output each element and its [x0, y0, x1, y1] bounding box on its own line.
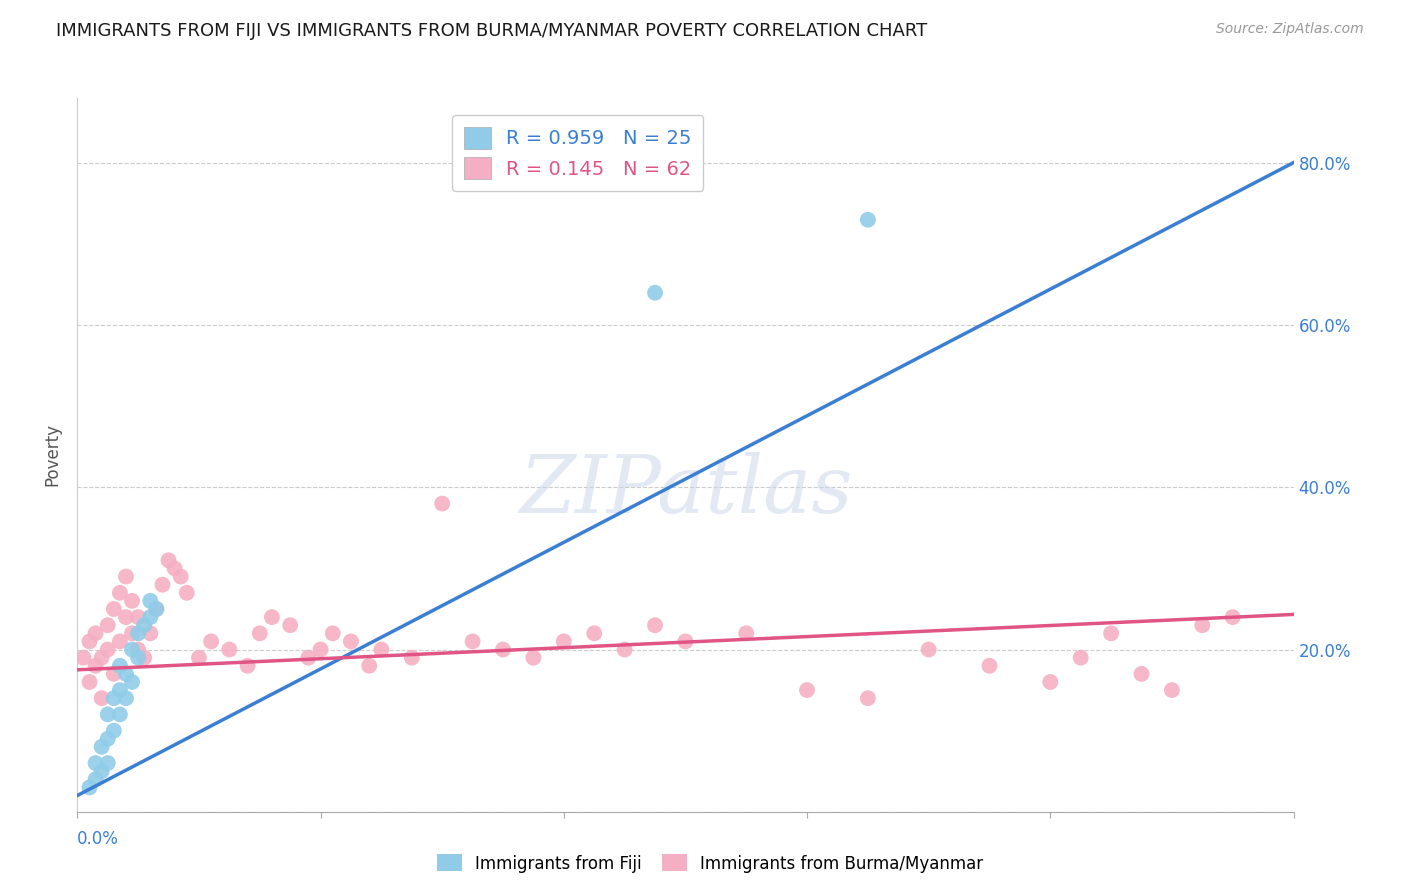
Point	[84, 658, 107, 673]
Point	[115, 666, 138, 681]
Point	[309, 642, 332, 657]
Point	[121, 626, 143, 640]
Point	[90, 764, 112, 779]
Point	[145, 602, 167, 616]
Point	[127, 642, 149, 657]
Point	[1130, 666, 1153, 681]
Point	[370, 642, 392, 657]
Point	[103, 602, 125, 616]
Point	[90, 650, 112, 665]
Point	[461, 634, 484, 648]
Point	[157, 553, 180, 567]
Point	[979, 658, 1001, 673]
Point	[918, 642, 941, 657]
Point	[856, 212, 879, 227]
Point	[322, 626, 344, 640]
Legend: Immigrants from Fiji, Immigrants from Burma/Myanmar: Immigrants from Fiji, Immigrants from Bu…	[430, 847, 990, 880]
Point	[553, 634, 575, 648]
Point	[108, 658, 131, 673]
Point	[1039, 675, 1062, 690]
Point	[127, 626, 149, 640]
Point	[97, 707, 120, 722]
Point	[492, 642, 515, 657]
Point	[1099, 626, 1122, 640]
Point	[108, 683, 131, 698]
Point	[90, 739, 112, 754]
Point	[134, 618, 156, 632]
Point	[115, 691, 138, 706]
Point	[121, 642, 143, 657]
Point	[1222, 610, 1244, 624]
Point	[139, 626, 162, 640]
Text: IMMIGRANTS FROM FIJI VS IMMIGRANTS FROM BURMA/MYANMAR POVERTY CORRELATION CHART: IMMIGRANTS FROM FIJI VS IMMIGRANTS FROM …	[56, 22, 928, 40]
Text: Source: ZipAtlas.com: Source: ZipAtlas.com	[1216, 22, 1364, 37]
Point	[644, 618, 666, 632]
Point	[145, 602, 167, 616]
Point	[1070, 650, 1092, 665]
Point	[97, 731, 120, 746]
Point	[675, 634, 697, 648]
Point	[115, 610, 138, 624]
Point	[856, 691, 879, 706]
Point	[152, 577, 174, 591]
Point	[72, 650, 94, 665]
Point	[108, 586, 131, 600]
Point	[121, 594, 143, 608]
Point	[79, 675, 101, 690]
Point	[108, 707, 131, 722]
Point	[340, 634, 363, 648]
Point	[432, 497, 454, 511]
Point	[79, 780, 101, 795]
Point	[103, 723, 125, 738]
Point	[278, 618, 301, 632]
Point	[121, 675, 143, 690]
Point	[97, 756, 120, 770]
Y-axis label: Poverty: Poverty	[44, 424, 62, 486]
Point	[613, 642, 636, 657]
Point	[84, 772, 107, 787]
Point	[735, 626, 758, 640]
Point	[139, 610, 162, 624]
Point	[176, 586, 198, 600]
Point	[97, 618, 120, 632]
Point	[134, 650, 156, 665]
Point	[1161, 683, 1184, 698]
Point	[1191, 618, 1213, 632]
Point	[188, 650, 211, 665]
Point	[401, 650, 423, 665]
Point	[90, 691, 112, 706]
Point	[79, 634, 101, 648]
Point	[127, 610, 149, 624]
Point	[84, 626, 107, 640]
Text: ZIPatlas: ZIPatlas	[519, 452, 852, 529]
Text: 0.0%: 0.0%	[77, 830, 120, 847]
Point	[97, 642, 120, 657]
Point	[163, 561, 186, 575]
Point	[796, 683, 818, 698]
Legend: R = 0.959   N = 25, R = 0.145   N = 62: R = 0.959 N = 25, R = 0.145 N = 62	[451, 115, 703, 191]
Point	[139, 594, 162, 608]
Point	[218, 642, 240, 657]
Point	[249, 626, 271, 640]
Point	[522, 650, 544, 665]
Point	[200, 634, 222, 648]
Point	[297, 650, 319, 665]
Point	[103, 691, 125, 706]
Point	[236, 658, 259, 673]
Point	[108, 634, 131, 648]
Point	[644, 285, 666, 300]
Point	[260, 610, 283, 624]
Point	[115, 569, 138, 583]
Point	[84, 756, 107, 770]
Point	[583, 626, 606, 640]
Point	[127, 650, 149, 665]
Point	[103, 666, 125, 681]
Point	[170, 569, 193, 583]
Point	[359, 658, 381, 673]
